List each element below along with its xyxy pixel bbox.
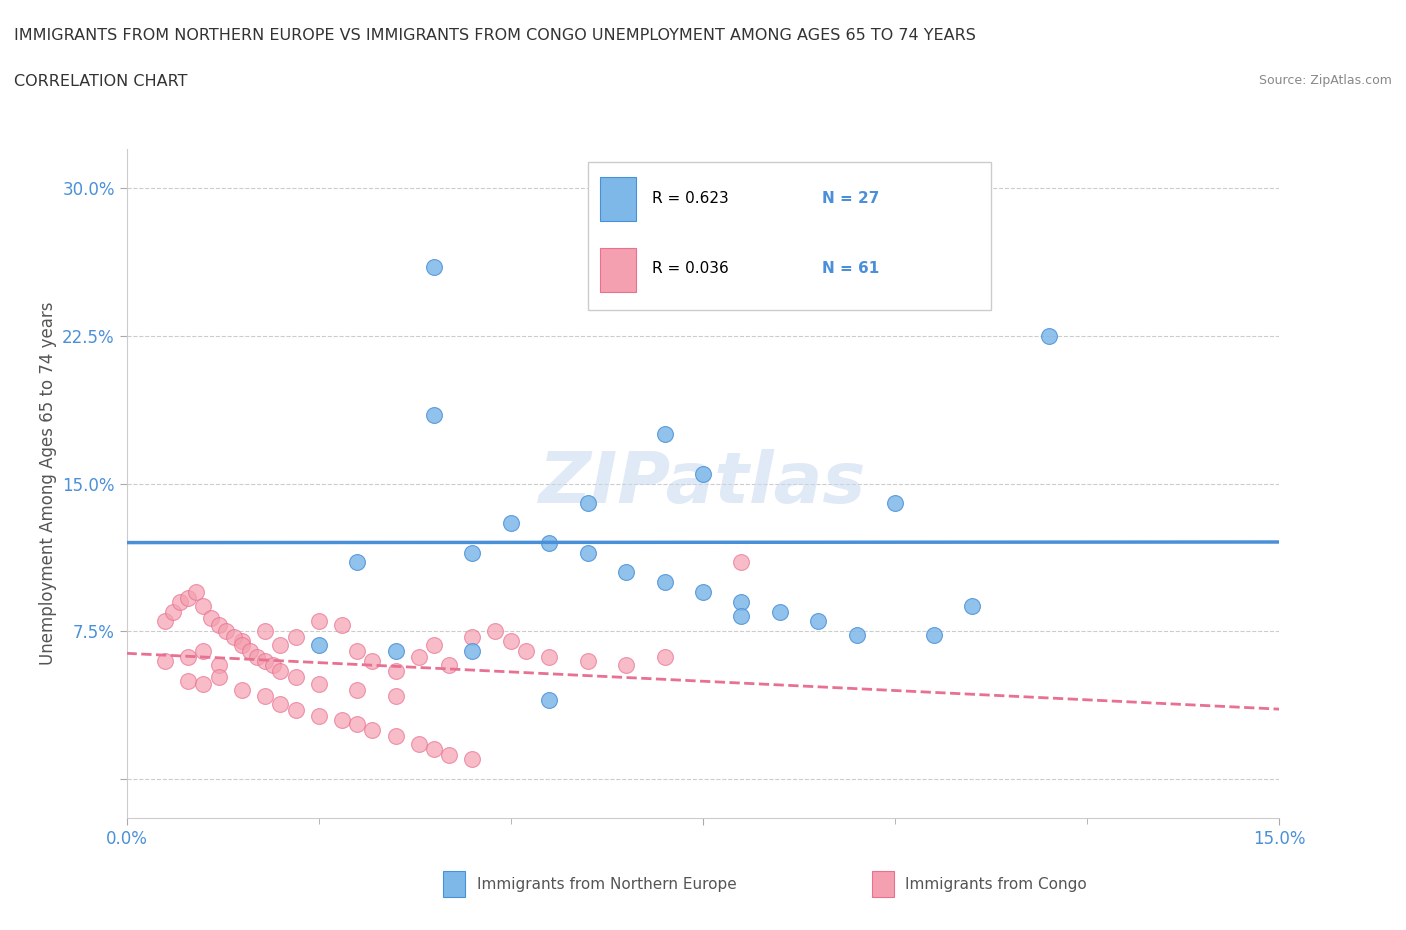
Point [515,644,537,658]
Text: Immigrants from Congo: Immigrants from Congo [905,877,1087,892]
Point [177,673,200,688]
Point [461,630,484,644]
Point [576,654,599,669]
Point [499,633,522,648]
Point [960,598,983,613]
Point [224,630,246,644]
Point [308,709,330,724]
Point [576,545,599,560]
Y-axis label: Unemployment Among Ages 65 to 74 years: Unemployment Among Ages 65 to 74 years [38,302,56,665]
Point [423,742,446,757]
Point [231,683,253,698]
Point [269,697,291,711]
Point [193,598,215,613]
Point [169,594,191,609]
Point [654,427,676,442]
Point [308,638,330,653]
Point [177,591,200,605]
Point [346,644,368,658]
Point [330,618,353,632]
Point [384,663,406,678]
Point [884,496,907,511]
Point [215,624,238,639]
Point [922,628,945,643]
Point [461,644,484,658]
Point [162,604,184,619]
Point [461,751,484,766]
Point [253,624,276,639]
Point [284,630,307,644]
Point [231,633,253,648]
Point [284,703,307,718]
Point [193,644,215,658]
Point [153,614,176,629]
Point [384,689,406,704]
Point [238,644,260,658]
Point [730,594,752,609]
Point [845,628,868,643]
Point [246,649,269,664]
Point [200,610,222,625]
Point [308,614,330,629]
Point [576,496,599,511]
Text: CORRELATION CHART: CORRELATION CHART [14,74,187,89]
Point [730,555,752,570]
Point [231,638,253,653]
Text: IMMIGRANTS FROM NORTHERN EUROPE VS IMMIGRANTS FROM CONGO UNEMPLOYMENT AMONG AGES: IMMIGRANTS FROM NORTHERN EUROPE VS IMMIG… [14,28,976,43]
Point [614,658,637,672]
Point [538,693,561,708]
Point [730,608,752,623]
Text: ZIPatlas: ZIPatlas [540,449,866,518]
Point [499,515,522,530]
Point [208,658,231,672]
Point [439,658,461,672]
Text: Immigrants from Northern Europe: Immigrants from Northern Europe [477,877,737,892]
Point [423,407,446,422]
Point [408,737,430,751]
Point [208,618,231,632]
Point [807,614,830,629]
Point [484,624,506,639]
Point [384,644,406,658]
Point [193,677,215,692]
Point [614,565,637,579]
Point [461,545,484,560]
Point [269,638,291,653]
Point [153,654,176,669]
Point [408,649,430,664]
Point [361,723,384,737]
Point [208,670,231,684]
Point [253,654,276,669]
Point [269,663,291,678]
Point [346,716,368,731]
Point [769,604,792,619]
Point [253,689,276,704]
Point [439,748,461,763]
Point [538,649,561,664]
Point [384,728,406,743]
Point [361,654,384,669]
Point [1038,328,1060,343]
Point [346,683,368,698]
Point [538,536,561,551]
Point [654,649,676,664]
Point [262,658,284,672]
Point [330,712,353,727]
Point [284,670,307,684]
Point [346,555,368,570]
Text: Source: ZipAtlas.com: Source: ZipAtlas.com [1258,74,1392,87]
Point [423,638,446,653]
Point [654,575,676,590]
Point [692,466,714,481]
Point [177,649,200,664]
Point [614,249,637,264]
Point [184,584,207,599]
Point [692,584,714,599]
Point [308,677,330,692]
Point [423,259,446,274]
